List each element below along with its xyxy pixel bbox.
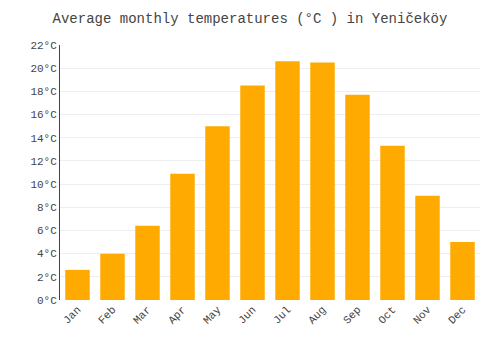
- svg-text:Nov: Nov: [411, 304, 434, 327]
- svg-text:12°C: 12°C: [30, 156, 57, 168]
- svg-text:18°C: 18°C: [30, 86, 57, 98]
- svg-text:0°C: 0°C: [37, 295, 57, 307]
- svg-text:Jul: Jul: [271, 304, 293, 326]
- svg-text:2°C: 2°C: [37, 272, 57, 284]
- svg-text:Average monthly temperatures (: Average monthly temperatures (°C ) in Ye…: [53, 11, 448, 27]
- svg-text:14°C: 14°C: [30, 133, 57, 145]
- svg-text:Oct: Oct: [376, 304, 398, 326]
- svg-text:Sep: Sep: [341, 304, 363, 326]
- svg-text:Mar: Mar: [131, 304, 153, 326]
- svg-text:Feb: Feb: [96, 304, 118, 326]
- svg-text:May: May: [201, 304, 224, 327]
- svg-text:22°C: 22°C: [30, 40, 57, 52]
- svg-text:4°C: 4°C: [37, 248, 57, 260]
- svg-text:6°C: 6°C: [37, 225, 57, 237]
- svg-text:8°C: 8°C: [37, 202, 57, 214]
- svg-text:16°C: 16°C: [30, 109, 57, 121]
- svg-text:Apr: Apr: [166, 304, 188, 326]
- svg-text:Jan: Jan: [61, 304, 83, 326]
- svg-text:20°C: 20°C: [30, 63, 57, 75]
- svg-text:10°C: 10°C: [30, 179, 57, 191]
- svg-text:Dec: Dec: [446, 304, 468, 326]
- svg-text:Aug: Aug: [306, 304, 328, 326]
- svg-text:Jun: Jun: [236, 304, 258, 326]
